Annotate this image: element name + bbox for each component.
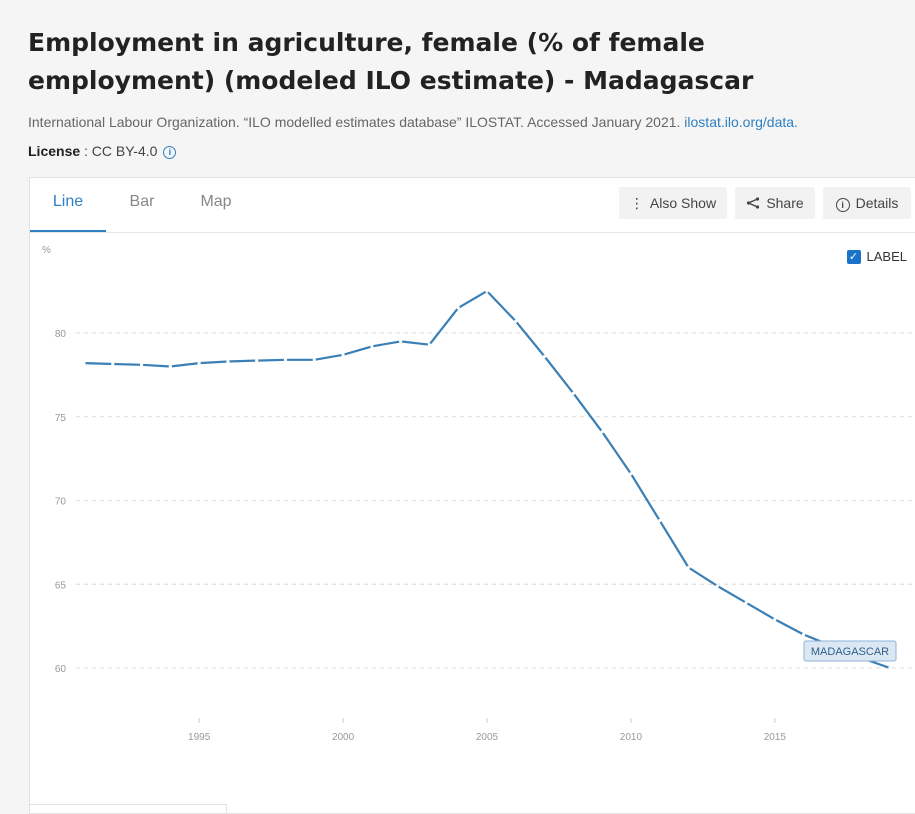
data-point (542, 354, 547, 359)
y-axis-unit-label: % (42, 245, 51, 256)
data-point (600, 430, 604, 434)
chart-tabs: Line Bar Map ⋮ Also Show Share i Details (30, 178, 915, 233)
y-tick-label: 70 (55, 497, 67, 508)
data-point (715, 584, 719, 588)
series-label-box (803, 640, 897, 662)
data-point (341, 353, 345, 357)
also-show-button[interactable]: ⋮ Also Show (619, 187, 727, 219)
data-point (283, 358, 288, 362)
data-point (312, 358, 316, 362)
x-tick-label: 2010 (620, 732, 643, 743)
label-checkbox[interactable]: ✓ (846, 249, 861, 264)
label-toggle-text: LABEL (866, 249, 907, 264)
data-point (226, 359, 230, 364)
license-line: License : CC BY-4.0 i (28, 143, 177, 159)
tab-map[interactable]: Map (200, 193, 232, 210)
share-label: Share (766, 195, 804, 211)
series-label: MADAGASCAR (811, 646, 889, 658)
data-point (399, 339, 403, 343)
data-point (888, 666, 892, 670)
data-point (197, 361, 201, 365)
data-point (111, 362, 115, 366)
data-point (571, 391, 575, 395)
share-button[interactable]: Share (735, 187, 815, 219)
y-tick-label: 80 (55, 329, 67, 340)
chart-card: Line Bar Map ⋮ Also Show Share i Details ✓… (29, 177, 915, 814)
y-tick-label: 60 (55, 664, 67, 675)
tab-line[interactable]: Line (30, 178, 106, 232)
data-point (773, 617, 777, 622)
x-tick-label: 2005 (476, 732, 499, 743)
data-point (629, 472, 633, 476)
data-point (686, 565, 691, 570)
data-point (802, 632, 806, 637)
details-button[interactable]: i Details (823, 187, 911, 219)
data-point (82, 361, 86, 365)
license-value: : CC BY-4.0 (80, 143, 158, 159)
x-tick-label: 2000 (332, 732, 355, 743)
data-point (658, 519, 662, 523)
line-chart: % 60 65 70 75 80 1995 2000 2005 2010 2015 MADAGASCA… (42, 245, 915, 743)
data-point (255, 359, 259, 363)
y-tick-label: 65 (55, 580, 67, 591)
source-link[interactable]: ilostat.ilo.org/data. (684, 114, 798, 130)
data-point (139, 363, 144, 367)
data-point (168, 364, 172, 369)
data-point (485, 289, 489, 293)
source-citation: International Labour Organization. “ILO … (28, 114, 908, 130)
info-circle-icon: i (835, 198, 850, 212)
data-point (514, 319, 518, 323)
data-point (427, 343, 432, 347)
data-point (744, 601, 748, 605)
series-line-madagascar (83, 289, 891, 670)
data-point (370, 344, 374, 348)
tab-bar[interactable]: Bar (129, 193, 155, 210)
page-title: Employment in agriculture, female (% of … (28, 28, 754, 95)
label-toggle[interactable]: ✓ LABEL (846, 249, 907, 264)
y-tick-label: 75 (55, 413, 67, 424)
also-show-label: Also Show (649, 195, 717, 211)
info-icon[interactable]: i (163, 146, 177, 159)
license-label: License (28, 143, 81, 159)
share-icon (746, 187, 760, 219)
x-tick-label: 2015 (764, 732, 787, 743)
more-vertical-icon: ⋮ (629, 195, 644, 211)
card-footer (30, 804, 227, 813)
details-label: Details (855, 195, 899, 211)
data-point (456, 306, 460, 310)
source-text: International Labour Organization. “ILO … (28, 114, 685, 130)
x-tick-label: 1995 (188, 732, 211, 743)
